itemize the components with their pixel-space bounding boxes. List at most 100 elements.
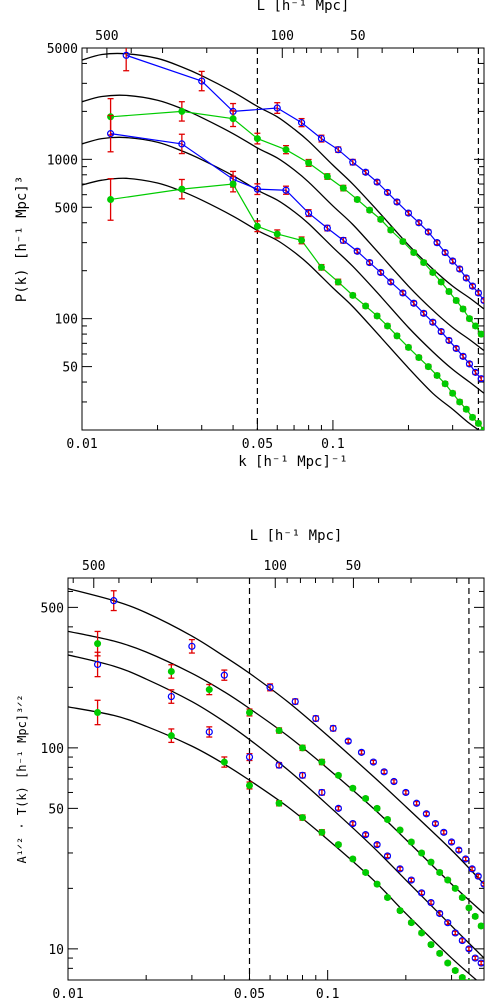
top-tick-label: 50 (346, 559, 362, 574)
data-point (275, 799, 283, 807)
data-point (362, 868, 370, 876)
data-point (449, 389, 457, 397)
x-tick-label: 0.05 (242, 437, 273, 452)
model-curve (68, 587, 484, 885)
model-curve (68, 630, 484, 914)
data-point (329, 724, 337, 732)
data-point (383, 852, 392, 860)
data-point (437, 278, 445, 286)
top-tick-label: 500 (82, 559, 105, 574)
y-tick-label: 50 (62, 361, 78, 376)
data-point (334, 841, 342, 849)
data-point (357, 748, 366, 756)
y-tick-label: 500 (55, 201, 78, 216)
data-point (387, 278, 395, 286)
data-point (344, 737, 352, 745)
data-point (393, 332, 401, 340)
model-curve (82, 136, 484, 394)
data-point (451, 967, 459, 975)
data-point (480, 880, 484, 888)
data-point (477, 330, 484, 338)
data-point (452, 344, 460, 353)
data-point (366, 206, 374, 214)
data-point (305, 159, 313, 167)
plot-frame (67, 577, 485, 981)
x-tick-label: 0.01 (66, 437, 97, 452)
data-point (298, 771, 307, 779)
data-point (362, 302, 370, 310)
data-point (318, 828, 326, 836)
data-point (436, 868, 444, 876)
data-point (273, 104, 281, 112)
power-spectrum-panel: 0.01 0.05 0.1 50 100 500 1000 5000 500 100 50 L [h⁻… (14, 0, 485, 470)
data-point (404, 343, 412, 351)
top-axis-label: L [h⁻¹ Mpc] (257, 0, 350, 14)
data-point (471, 912, 479, 920)
data-point (451, 884, 459, 892)
data-point (474, 289, 483, 297)
data-point (297, 119, 306, 127)
data-point (462, 855, 470, 863)
data-point (339, 184, 347, 192)
model-curve (82, 94, 484, 352)
data-point (415, 354, 423, 362)
data-point (441, 380, 449, 388)
data-point (273, 230, 281, 238)
data-point (477, 375, 484, 383)
data-point (468, 282, 477, 290)
data-point (452, 297, 460, 305)
data-point (431, 819, 440, 828)
y-tick-label: 1000 (47, 153, 78, 168)
data-point (317, 263, 325, 271)
data-point (462, 405, 470, 413)
data-point (445, 288, 453, 296)
data-point (449, 257, 457, 265)
data-point (471, 954, 479, 962)
data-point (110, 597, 118, 605)
data-point (456, 398, 464, 406)
data-point (282, 146, 290, 154)
data-point (373, 841, 381, 849)
data-point (245, 708, 253, 716)
data-point (480, 296, 484, 305)
data-point (444, 876, 452, 884)
data-point (245, 781, 253, 789)
data-point (275, 727, 283, 735)
data-point (318, 788, 326, 797)
data-point (373, 880, 381, 888)
y-tick-label: 10 (48, 943, 64, 958)
data-point (420, 259, 428, 267)
data-point (373, 804, 381, 812)
data-point (447, 838, 456, 846)
data-point (220, 671, 228, 679)
data-point (412, 799, 421, 807)
data-point (377, 215, 385, 223)
data-point (318, 758, 326, 766)
data-point (205, 686, 213, 694)
data-point (167, 692, 175, 701)
top-tick-label: 500 (95, 29, 118, 44)
data-point (415, 219, 423, 227)
data-point (393, 198, 401, 206)
data-point (373, 178, 381, 186)
data-point (229, 115, 237, 123)
data-point (334, 146, 342, 154)
x-tick-label: 0.01 (52, 987, 83, 1002)
data-point (282, 186, 290, 194)
data-point (404, 209, 413, 217)
data-point (369, 758, 377, 766)
data-point (471, 368, 480, 376)
data-point (362, 794, 370, 802)
data-point (245, 753, 254, 761)
data-point (468, 865, 476, 873)
data-point (220, 758, 228, 766)
data-series-line (125, 54, 484, 301)
plot-area (82, 48, 484, 430)
data-point (462, 274, 470, 282)
data-point (469, 413, 477, 421)
data-point (429, 318, 437, 326)
data-point (253, 185, 261, 193)
data-point (167, 732, 175, 740)
data-point (312, 714, 320, 723)
